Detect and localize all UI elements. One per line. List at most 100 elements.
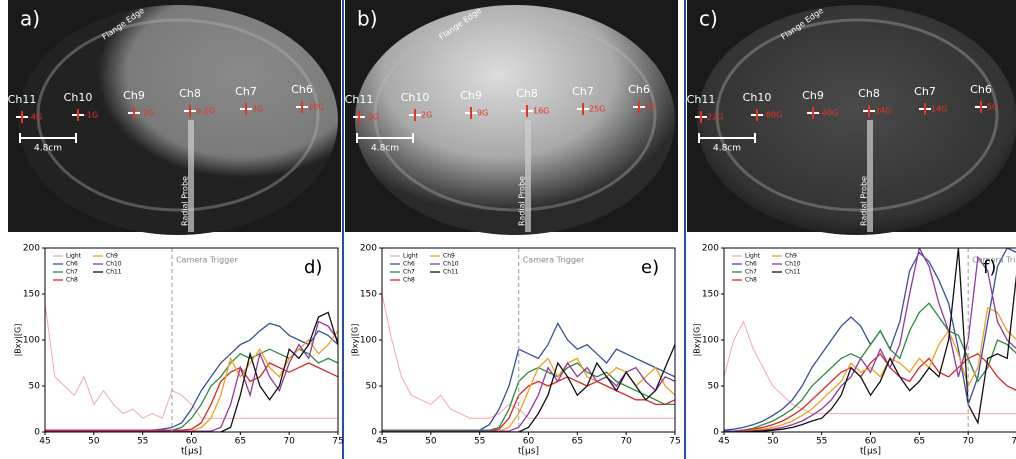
x-tick-label: 60 <box>186 437 198 447</box>
y-tick-label: 50 <box>29 382 41 392</box>
legend-label: Ch8 <box>745 277 757 284</box>
flange-ring <box>36 18 320 212</box>
field-label: -3G <box>365 113 379 122</box>
legend-label: Ch9 <box>106 253 118 260</box>
field-label: -2G <box>140 109 154 118</box>
legend-label: Light <box>66 253 82 260</box>
channel-label: Ch8 <box>179 87 201 100</box>
probe <box>525 120 531 232</box>
legend-label: Ch6 <box>403 261 415 268</box>
x-tick-label: 70 <box>283 437 295 447</box>
plot-frame <box>44 247 339 433</box>
probe-label: Radial Probe <box>518 176 527 226</box>
series-line <box>724 306 1016 432</box>
legend-label: Ch6 <box>66 261 78 268</box>
channel-label: Ch6 <box>291 83 313 96</box>
trigger-label: Camera Trigger <box>972 256 1016 265</box>
channel-label: Ch6 <box>628 83 650 96</box>
channel-label: Ch6 <box>970 83 992 96</box>
series-line <box>382 293 675 419</box>
scale-label: 4.8cm <box>34 144 62 154</box>
series-line <box>724 352 1016 432</box>
probe-label: Radial Probe <box>860 176 869 226</box>
legend-label: Ch10 <box>443 261 459 268</box>
series-line <box>45 311 338 432</box>
channel-label: Ch9 <box>802 89 824 102</box>
y-tick-label: 150 <box>702 290 719 300</box>
series-line <box>724 248 1016 432</box>
plot-frame <box>723 247 1016 433</box>
plot-frame <box>381 247 676 433</box>
x-tick-label: 55 <box>816 437 827 447</box>
probe <box>867 120 873 232</box>
y-tick-label: 200 <box>360 244 377 254</box>
channel-label: Ch8 <box>516 87 538 100</box>
legend-label: Ch7 <box>745 269 757 276</box>
x-tick-label: 50 <box>767 437 779 447</box>
trigger-label: Camera Trigger <box>176 256 238 265</box>
series-line <box>724 320 1016 415</box>
y-tick-label: 200 <box>23 244 40 254</box>
plasma <box>697 5 1016 235</box>
legend-label: Ch10 <box>785 261 801 268</box>
y-tick-label: 0 <box>34 428 40 438</box>
panel-label: b) <box>357 7 378 31</box>
probe-label: Radial Probe <box>181 176 190 226</box>
x-tick-label: 70 <box>620 437 632 447</box>
legend-label: Ch10 <box>106 261 122 268</box>
field-label: 5G <box>987 103 998 112</box>
chart: 0 50 100 150 200 45 50 55 60 65 70 75 t[μs] |Bxy|[G] C… <box>14 244 344 457</box>
channel-label: Ch11 <box>345 93 374 106</box>
y-tick-label: 150 <box>360 290 377 300</box>
x-tick-label: 60 <box>865 437 877 447</box>
panel-label: c) <box>699 7 718 31</box>
x-tick-label: 75 <box>1011 437 1016 447</box>
x-tick-label: 65 <box>235 437 246 447</box>
chart: 0 50 100 150 200 45 50 55 60 65 70 75 t[μs] |Bxy|[G] C… <box>351 244 681 457</box>
panel-label: f) <box>983 257 996 278</box>
legend-label: Ch11 <box>443 269 459 276</box>
series-line <box>45 330 338 432</box>
legend-label: Ch9 <box>443 253 455 260</box>
plasma <box>18 5 338 235</box>
field-label: 24G <box>875 107 891 116</box>
channel-label: Ch10 <box>743 91 772 104</box>
field-label: 16G <box>533 107 549 116</box>
y-tick-label: 100 <box>360 336 377 346</box>
channel-label: Ch10 <box>401 91 430 104</box>
y-tick-label: 0 <box>713 428 719 438</box>
x-tick-label: 50 <box>88 437 100 447</box>
series-line <box>45 303 338 419</box>
flange-ring <box>373 18 657 212</box>
panel-label: d) <box>304 257 322 278</box>
field-label: 2G <box>421 111 432 120</box>
y-tick-label: 100 <box>702 336 719 346</box>
x-tick-label: 45 <box>39 437 50 447</box>
y-tick-label: 0 <box>371 428 377 438</box>
x-axis-label: t[μs] <box>518 447 539 457</box>
legend-label: Ch6 <box>745 261 757 268</box>
legend-label: Ch11 <box>106 269 122 276</box>
y-tick-label: 100 <box>23 336 40 346</box>
channel-label: Ch8 <box>858 87 880 100</box>
y-axis-label: |Bxy|[G] <box>693 324 702 357</box>
field-label: 10G <box>308 103 324 112</box>
x-tick-label: 55 <box>474 437 485 447</box>
legend-label: Ch8 <box>66 277 78 284</box>
series-line <box>45 362 338 431</box>
channel-label: Ch11 <box>8 93 37 106</box>
channel-label: Ch7 <box>914 85 936 98</box>
legend-label: Ch9 <box>785 253 797 260</box>
x-tick-label: 75 <box>669 437 680 447</box>
legend-label: Ch7 <box>66 269 78 276</box>
y-tick-label: 200 <box>702 244 719 254</box>
legend-label: Light <box>403 253 419 260</box>
channel-label: Ch9 <box>123 89 145 102</box>
x-tick-label: 50 <box>425 437 437 447</box>
x-tick-label: 55 <box>137 437 148 447</box>
channel-label: Ch7 <box>235 85 257 98</box>
y-axis-label: |Bxy|[G] <box>14 324 23 357</box>
series-line <box>382 376 675 432</box>
channel-label: Ch7 <box>572 85 594 98</box>
x-axis-label: t[μs] <box>181 447 202 457</box>
